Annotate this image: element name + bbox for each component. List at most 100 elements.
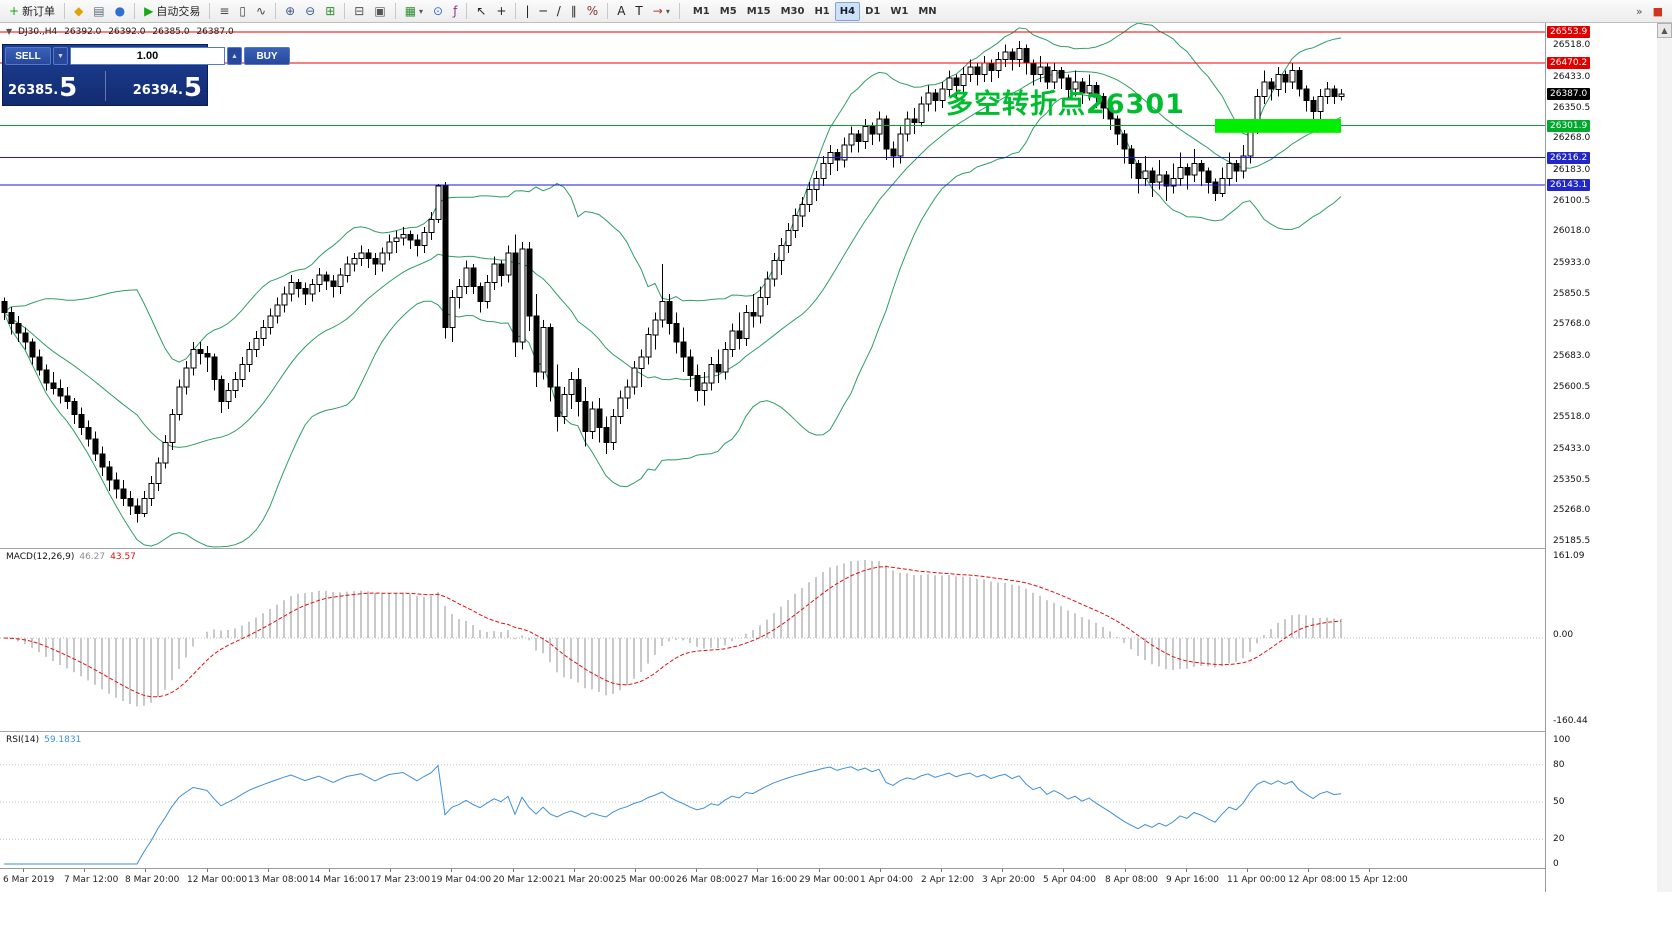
print-icon[interactable]: ▤: [88, 2, 109, 21]
crosshair-icon-glyph: +: [496, 4, 507, 18]
timeframe-m1-button[interactable]: M1: [692, 5, 710, 17]
cursor-icon[interactable]: ↖: [471, 2, 491, 21]
timeframe-mn-button[interactable]: MN: [918, 5, 937, 17]
time-axis-tick: [451, 869, 452, 872]
arrow-objects-icon[interactable]: → ▾: [648, 2, 675, 21]
toolbar-separator: [275, 3, 277, 19]
symbol-period-label: DJ30.,H4: [18, 27, 58, 37]
vertical-line-icon[interactable]: |: [520, 2, 534, 21]
rsi-chart[interactable]: [0, 732, 1545, 868]
rsi-header: RSI(14) 59.1831: [6, 735, 81, 745]
vertical-scrollbar[interactable]: ▲: [1657, 23, 1672, 892]
macd-title: MACD(12,26,9): [6, 552, 75, 562]
price-badge: 26470.2: [1547, 57, 1591, 69]
toolbar-right: » ■: [1631, 2, 1668, 21]
close-value: 26387.0: [196, 27, 234, 37]
buy-price-main: 26394.: [132, 83, 183, 98]
panel-separator[interactable]: [0, 548, 1545, 549]
price-divider: [104, 71, 106, 101]
fibonacci-icon-glyph: %: [586, 4, 599, 18]
horizontal-line-icon[interactable]: ─: [535, 2, 552, 21]
price-axis-label: 26518.0: [1553, 40, 1591, 50]
macd-axis-label: 161.09: [1553, 551, 1585, 561]
line-chart-icon[interactable]: ∿: [251, 2, 271, 21]
time-axis-label: 6 Mar 2019: [3, 875, 55, 885]
time-axis-label: 14 Mar 16:00: [309, 875, 370, 885]
macd-chart[interactable]: [0, 549, 1545, 731]
channel-icon-glyph: ∥: [570, 4, 577, 18]
period-icon-glyph: ⊙: [433, 4, 444, 18]
rsi-axis-label: 100: [1553, 735, 1571, 745]
time-axis[interactable]: 6 Mar 2019 7 Mar 12:00 8 Mar 20:00 12 Mar 0…: [0, 868, 1545, 892]
timeframe-m15-button[interactable]: M15: [746, 5, 771, 17]
new-order-button[interactable]: + 新订单: [4, 2, 60, 21]
time-axis-label: 27 Mar 16:00: [737, 875, 798, 885]
arrange-windows-icon[interactable]: ⊟: [349, 2, 369, 21]
buy-button[interactable]: BUY: [244, 47, 290, 65]
toolbar-overflow-icon[interactable]: »: [1635, 4, 1643, 18]
zoom-in-icon[interactable]: ⊕: [280, 2, 300, 21]
volume-input[interactable]: [70, 47, 225, 65]
sell-price[interactable]: 26385. 5: [3, 67, 105, 105]
toolbar-separator: [394, 3, 396, 19]
label-icon[interactable]: T: [630, 2, 647, 21]
autotrading-button[interactable]: ▶ 自动交易: [139, 2, 205, 21]
trade-panel-controls: SELL ▼ ▲ BUY: [3, 45, 290, 67]
period-icon[interactable]: ⊙: [428, 2, 448, 21]
text-icon-glyph: A: [617, 4, 626, 18]
new-chart-button[interactable]: ▦ ▾: [400, 2, 428, 21]
web-community-icon-glyph: ●: [114, 4, 126, 18]
text-icon[interactable]: A: [612, 2, 630, 21]
volume-increase-button[interactable]: ▲: [227, 47, 242, 65]
buy-price-big-digit: 5: [183, 73, 202, 103]
channel-icon[interactable]: ∥: [566, 2, 582, 21]
price-axis[interactable]: 26518.0 26433.0 26350.5 26268.0 26183.0 26100…: [1545, 23, 1657, 892]
arrange-windows-icon-glyph: ⊟: [354, 4, 365, 18]
bar-chart-icon[interactable]: ≡: [214, 2, 234, 21]
price-axis-label: 25683.0: [1553, 351, 1591, 361]
trendline-icon[interactable]: /: [552, 2, 566, 21]
alert-icon[interactable]: ■: [1652, 4, 1663, 18]
cascade-windows-icon[interactable]: ▣: [369, 2, 390, 21]
toolbar-separator: [64, 3, 66, 19]
indicators-icon[interactable]: ƒ: [448, 2, 462, 21]
candlestick-chart-icon[interactable]: ▯: [234, 2, 251, 21]
price-axis-label: 26018.0: [1553, 226, 1591, 236]
buy-price[interactable]: 26394. 5: [106, 67, 208, 105]
toolbar: + 新订单 ◆ ▤ ● ▶ 自动交易 ≡ ▯ ∿ ⊕ ⊖ ⊞ ⊟ ▣ ▦ ▾ ⊙ ƒ ↖ + | ─ / ∥% A T → ▾ M1 M5…: [0, 0, 1672, 23]
collapse-panel-icon[interactable]: ▼: [6, 27, 13, 36]
timeframe-m5-button[interactable]: M5: [719, 5, 737, 17]
sell-button[interactable]: SELL: [5, 47, 51, 65]
turning-point-annotation[interactable]: 多空转折点26301: [946, 89, 1185, 120]
tile-windows-icon[interactable]: ⊞: [320, 2, 340, 21]
panel-separator[interactable]: [0, 731, 1545, 732]
time-axis-label: 7 Mar 12:00: [64, 875, 119, 885]
price-badge: 26387.0: [1547, 88, 1591, 100]
time-axis-label: 29 Mar 00:00: [799, 875, 860, 885]
timeframe-m30-button[interactable]: M30: [780, 5, 805, 17]
symbols-icon[interactable]: ◆: [69, 2, 88, 21]
time-axis-label: 13 Mar 08:00: [248, 875, 309, 885]
time-axis-tick: [329, 869, 330, 872]
crosshair-icon[interactable]: +: [491, 2, 511, 21]
timeframe-d1-button[interactable]: D1: [865, 5, 881, 17]
timeframe-w1-button[interactable]: W1: [890, 5, 909, 17]
rsi-axis-label: 80: [1553, 760, 1565, 770]
time-axis-label: 25 Mar 00:00: [615, 875, 676, 885]
scroll-up-button[interactable]: ▲: [1657, 23, 1672, 38]
timeframe-h4-button[interactable]: H4: [834, 1, 861, 21]
time-axis-label: 12 Apr 08:00: [1288, 875, 1347, 885]
timeframe-h1-button[interactable]: H1: [814, 5, 830, 17]
price-axis-label: 26350.5: [1553, 103, 1591, 113]
time-axis-tick: [390, 869, 391, 872]
arrow-objects-icon-glyph: →: [652, 4, 663, 18]
price-axis-label: 25600.5: [1553, 382, 1591, 392]
web-community-icon[interactable]: ●: [110, 2, 130, 21]
volume-decrease-button[interactable]: ▼: [53, 47, 68, 65]
toolbar-separator: [134, 3, 136, 19]
price-chart[interactable]: [0, 23, 1545, 548]
price-axis-label: 25518.0: [1553, 412, 1591, 422]
zoom-out-icon[interactable]: ⊖: [300, 2, 320, 21]
macd-axis-label: -160.44: [1553, 716, 1588, 726]
fibonacci-icon[interactable]: %: [582, 2, 603, 21]
